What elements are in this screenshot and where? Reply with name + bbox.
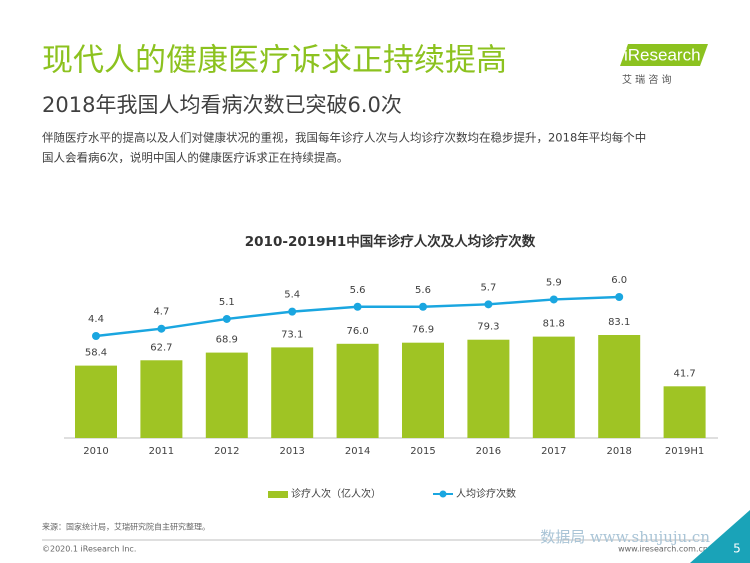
watermark: 数据局 www.shujuju.cn [540,528,710,546]
x-tick-label: 2012 [214,446,239,457]
chart-title: 2010-2019H1中国年诊疗人次及人均诊疗次数 [245,233,536,250]
data-label: 5.7 [480,282,496,293]
bar [402,342,444,438]
paragraph: 伴随医疗水平的提高以及人们对健康状况的重视，我国每年诊疗人次与人均诊疗次数均在稳… [42,131,646,145]
point [484,300,493,309]
data-label: 4.7 [153,307,169,318]
x-tick-label: 2018 [606,446,631,457]
legend-swatch [268,491,288,498]
point [353,302,362,311]
data-label: 81.8 [543,319,565,330]
copyright: ©2020.1 iResearch Inc. [42,545,136,554]
website: www.iresearch.com.cn [618,545,708,554]
x-tick-label: 2015 [410,446,435,457]
bar [205,352,248,438]
legend-swatch [439,490,447,498]
data-label: 5.9 [546,277,562,288]
x-tick-label: 2016 [476,446,501,457]
data-label: 73.1 [281,329,303,340]
logo-sub: 艾 瑞 咨 询 [622,73,672,86]
data-label: 5.6 [415,285,431,296]
data-label: 5.6 [350,285,366,296]
logo-shape [620,44,708,66]
bar [663,386,706,438]
bar [467,339,510,438]
data-label: 76.0 [346,326,368,337]
point [419,302,427,311]
point [549,295,558,304]
x-tick-label: 2017 [541,446,566,457]
bar [271,347,314,438]
point [157,324,166,333]
bar [140,360,183,438]
data-label: 5.1 [219,297,235,308]
legend-label: 诊疗人次（亿人次） [291,487,381,500]
legend-label: 人均诊疗次数 [456,487,516,500]
bar [598,335,641,438]
x-tick-label: 2011 [149,446,174,457]
bar [336,343,379,438]
plot: 2010 2011 2012 2013 2014 2015 2016 2017 2018 2019… [75,275,706,500]
data-label: 79.3 [477,322,499,333]
logo: iResearch [624,45,701,64]
point [92,332,100,340]
point [222,314,231,323]
bar [532,336,575,438]
point [288,307,297,316]
title: 现代人的健康医疗诉求正持续提高 [42,43,507,79]
source: 来源：国家统计局，艾瑞研究院自主研究整理。 [42,522,210,532]
x-tick-label: 2014 [345,446,370,457]
data-label: 4.4 [88,314,104,325]
data-label: 58.4 [85,348,107,359]
page-number: 5 [733,542,741,556]
x-tick-label: 2019H1 [665,446,704,457]
paragraph: 国人会看病6次，说明中国人的健康医疗诉求正在持续提高。 [42,151,348,165]
data-label: 68.9 [216,335,238,346]
x-tick-label: 2010 [83,446,108,457]
data-label: 41.7 [673,368,695,379]
data-label: 62.7 [150,342,172,353]
subtitle: 2018年我国人均看病次数已突破6.0次 [42,93,402,117]
data-label: 5.4 [284,290,300,301]
data-label: 76.9 [412,325,434,336]
bar [75,365,117,438]
data-label: 6.0 [611,275,627,286]
x-tick-label: 2013 [279,446,304,457]
corner [690,510,750,563]
point [615,293,624,301]
data-label: 83.1 [608,317,630,328]
